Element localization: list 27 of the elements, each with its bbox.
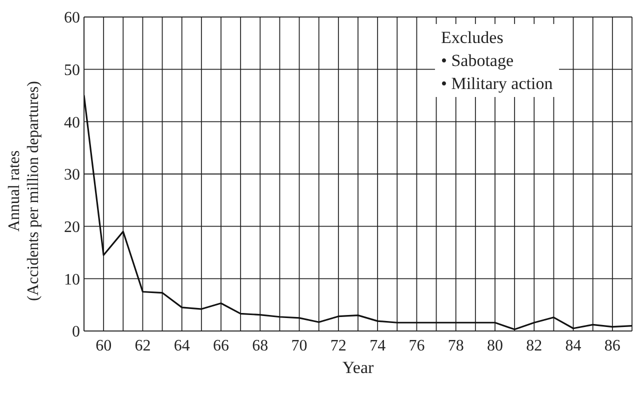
x-tick-label: 72 (330, 337, 346, 354)
x-tick-label: 78 (448, 337, 464, 354)
x-tick-label: 64 (174, 337, 190, 354)
y-tick-label: 50 (64, 62, 80, 80)
x-axis-title: Year (342, 358, 374, 377)
y-tick-label: 20 (64, 219, 80, 236)
y-tick-label: 40 (64, 114, 80, 132)
x-tick-label: 74 (370, 337, 386, 354)
y-tick-label: 10 (64, 271, 80, 288)
line-series (84, 94, 632, 330)
x-tick-label: 82 (526, 337, 542, 354)
y-axis-title: Annual rates (Accidents per million departures) (5, 81, 43, 301)
x-tick-label: 62 (134, 337, 151, 354)
x-tick-label: 68 (252, 337, 268, 354)
x-tick-label: 66 (213, 337, 229, 354)
x-tick-label: 86 (604, 337, 620, 354)
x-tick-label: 76 (408, 337, 425, 354)
x-tick-label: 60 (96, 337, 112, 354)
annotation: Excludes (441, 27, 504, 49)
annotation: • Military action (441, 73, 553, 95)
annotation: • Sabotage (441, 50, 515, 72)
x-tick-label: 84 (565, 337, 582, 354)
y-tick-label: 0 (72, 324, 80, 341)
y-tick-label: 60 (64, 10, 80, 27)
x-tick-label: 80 (487, 337, 503, 354)
x-tick-label: 70 (291, 337, 308, 354)
y-tick-label: 30 (64, 166, 80, 184)
